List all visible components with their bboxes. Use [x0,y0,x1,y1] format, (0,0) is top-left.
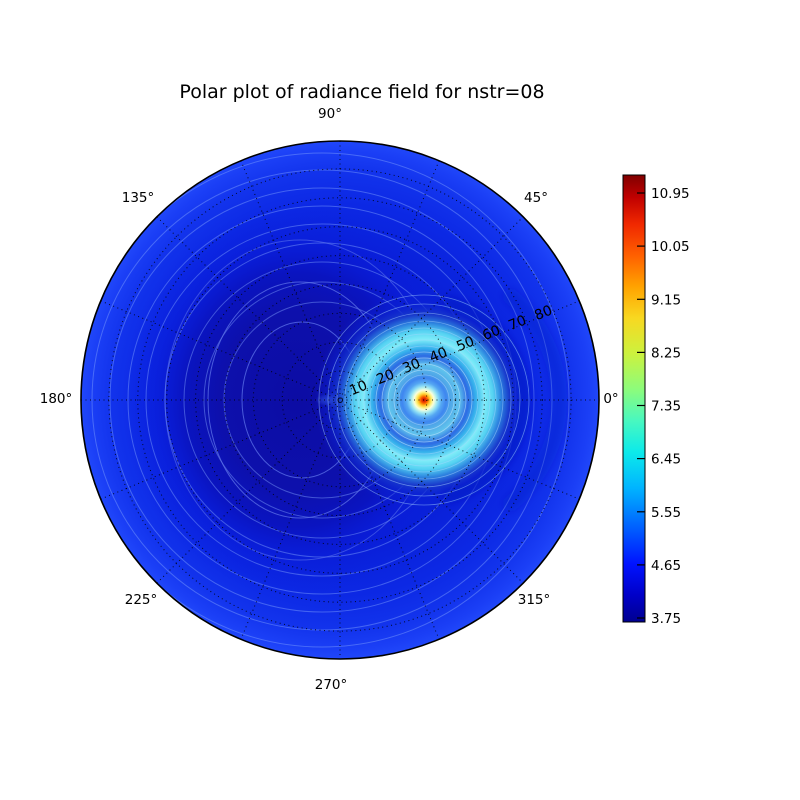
r-label-80: 80 [532,303,555,325]
r-label-30: 30 [400,356,423,378]
cb-label-10.95: 10.95 [651,186,690,202]
polar-axis-border [80,140,600,660]
cb-label-10.05: 10.05 [651,239,690,255]
theta-label-180: 180° [40,391,73,407]
colorbar-labels: 10.95 10.05 9.15 8.25 7.35 6.45 5.55 4.6… [651,186,690,627]
cb-label-8.25: 8.25 [651,345,681,361]
r-label-60: 60 [480,323,503,345]
theta-label-0: 0° [603,391,618,407]
theta-label-315: 315° [518,592,551,608]
r-label-20: 20 [374,367,397,389]
polar-grid [81,141,599,659]
r-label-10: 10 [347,378,370,400]
r-label-40: 40 [427,345,450,367]
cb-label-3.75: 3.75 [651,611,681,627]
cb-label-5.55: 5.55 [651,505,681,521]
chart-title: Polar plot of radiance field for nstr=08 [179,81,544,103]
colorbar-gradient [622,174,646,623]
r-label-70: 70 [506,313,529,335]
theta-label-45: 45° [524,190,548,206]
angular-tick-labels: 0° 45° 90° 135° 180° 225° 270° 315° [40,106,619,693]
polar-plot-area [80,140,600,660]
cb-label-7.35: 7.35 [651,399,681,415]
cb-label-4.65: 4.65 [651,558,681,574]
theta-label-90: 90° [318,106,342,122]
colorbar-ticks [637,192,645,619]
cb-label-6.45: 6.45 [651,452,681,468]
theta-label-270: 270° [315,677,348,693]
theta-label-135: 135° [122,190,155,206]
radial-tick-labels: 10 20 30 40 50 60 70 80 [347,303,555,400]
cb-label-9.15: 9.15 [651,292,681,308]
r-label-50: 50 [454,334,477,356]
colorbar: 10.95 10.05 9.15 8.25 7.35 6.45 5.55 4.6… [622,174,690,627]
theta-label-225: 225° [125,592,158,608]
